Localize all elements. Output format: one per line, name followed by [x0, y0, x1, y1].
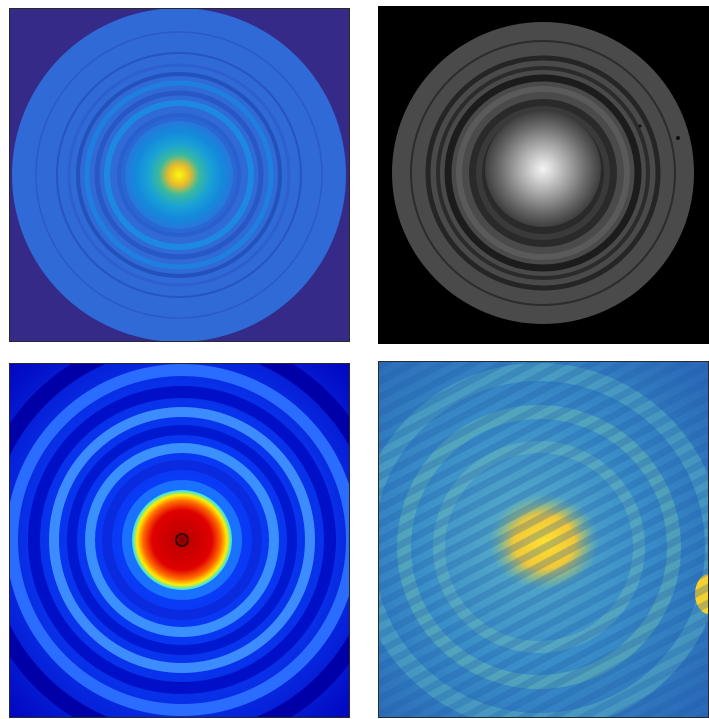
bottom-right-intensity-image	[378, 361, 709, 718]
parula-ring-pattern	[10, 9, 349, 341]
top-left-diffraction-image	[9, 8, 350, 342]
jet-ring-pattern	[10, 364, 349, 717]
fringe-pattern	[379, 362, 708, 717]
top-right-diffraction-image	[378, 6, 709, 344]
bottom-left-intensity-image	[9, 363, 350, 718]
grayscale-ring-pattern	[378, 6, 709, 344]
